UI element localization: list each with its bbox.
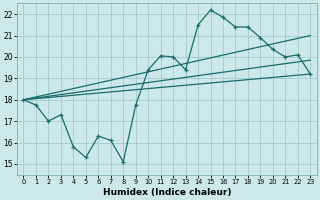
X-axis label: Humidex (Indice chaleur): Humidex (Indice chaleur) — [103, 188, 231, 197]
